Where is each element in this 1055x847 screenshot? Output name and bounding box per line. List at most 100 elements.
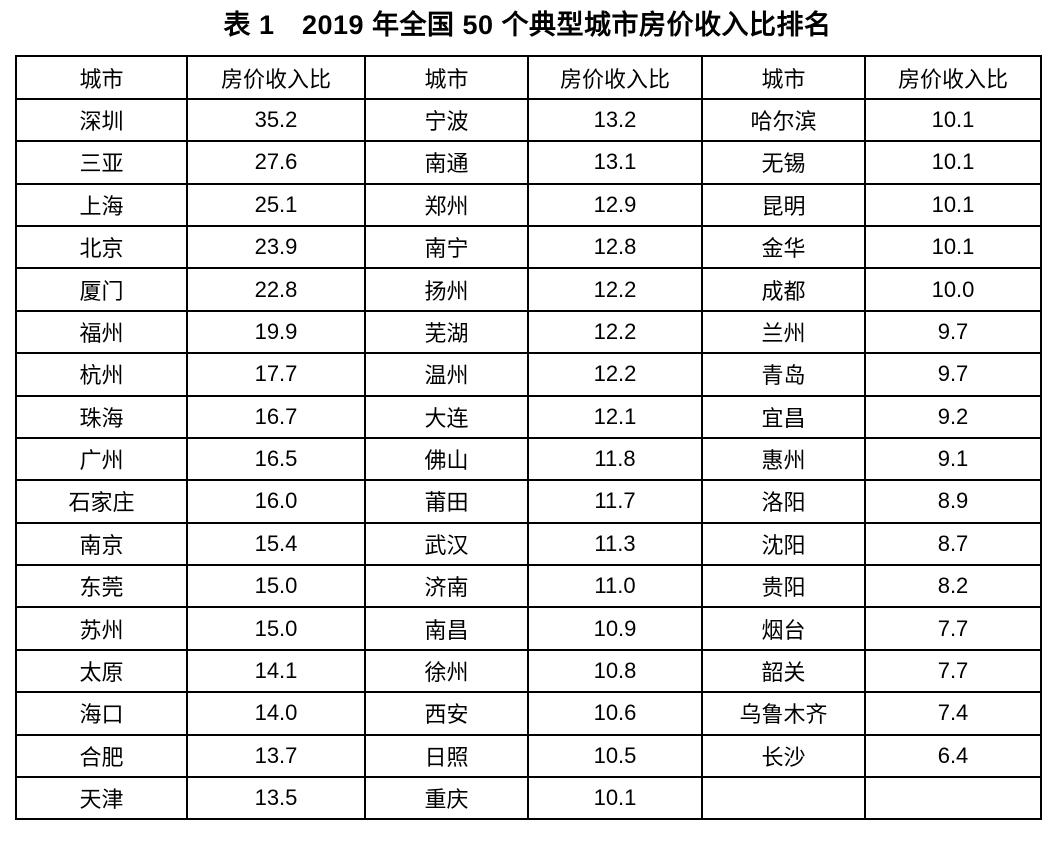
city-cell: 长沙 bbox=[701, 733, 866, 779]
ratio-cell: 14.0 bbox=[186, 691, 366, 736]
ratio-cell: 15.0 bbox=[186, 564, 366, 609]
ratio-cell: 13.1 bbox=[527, 140, 703, 185]
ratio-cell: 7.7 bbox=[864, 606, 1042, 651]
city-cell: 昆明 bbox=[701, 182, 866, 227]
ratio-cell: 9.7 bbox=[864, 352, 1042, 397]
city-cell: 南京 bbox=[15, 521, 188, 567]
ratio-cell: 9.7 bbox=[864, 309, 1042, 355]
city-cell: 哈尔滨 bbox=[701, 97, 866, 143]
city-cell: 沈阳 bbox=[701, 521, 866, 567]
city-cell: 珠海 bbox=[15, 394, 188, 439]
city-cell: 大连 bbox=[364, 394, 529, 439]
ratio-cell: 9.2 bbox=[864, 394, 1042, 439]
table-row: 厦门 22.8 扬州 12.2 成都 10.0 bbox=[15, 267, 1042, 312]
city-cell: 重庆 bbox=[364, 776, 529, 821]
ratio-cell: 15.4 bbox=[186, 521, 366, 567]
ratio-cell: 10.5 bbox=[527, 733, 703, 779]
ratio-cell: 12.8 bbox=[527, 224, 703, 270]
city-cell: 宜昌 bbox=[701, 394, 866, 439]
ratio-cell: 12.9 bbox=[527, 182, 703, 227]
ratio-cell: 10.0 bbox=[864, 267, 1042, 312]
ratio-column-header: 房价收入比 bbox=[527, 55, 703, 100]
ratio-cell: 25.1 bbox=[186, 182, 366, 227]
table-row: 上海 25.1 郑州 12.9 昆明 10.1 bbox=[15, 182, 1042, 227]
city-cell: 武汉 bbox=[364, 521, 529, 567]
ratio-cell: 11.7 bbox=[527, 479, 703, 524]
ratio-cell: 8.7 bbox=[864, 521, 1042, 567]
ratio-cell: 23.9 bbox=[186, 224, 366, 270]
ratio-cell: 11.0 bbox=[527, 564, 703, 609]
table-row: 太原 14.1 徐州 10.8 韶关 7.7 bbox=[15, 648, 1042, 694]
city-cell: 徐州 bbox=[364, 648, 529, 694]
city-cell: 惠州 bbox=[701, 436, 866, 482]
table-row: 珠海 16.7 大连 12.1 宜昌 9.2 bbox=[15, 394, 1042, 439]
ratio-cell: 10.8 bbox=[527, 648, 703, 694]
ratio-cell: 17.7 bbox=[186, 352, 366, 397]
city-cell: 海口 bbox=[15, 691, 188, 736]
city-cell: 深圳 bbox=[15, 97, 188, 143]
ratio-cell: 15.0 bbox=[186, 606, 366, 651]
ratio-cell: 16.0 bbox=[186, 479, 366, 524]
ratio-cell: 6.4 bbox=[864, 733, 1042, 779]
ratio-cell: 8.9 bbox=[864, 479, 1042, 524]
ratio-cell: 11.3 bbox=[527, 521, 703, 567]
table-row: 杭州 17.7 温州 12.2 青岛 9.7 bbox=[15, 352, 1042, 397]
city-cell: 温州 bbox=[364, 352, 529, 397]
table-row: 天津 13.5 重庆 10.1 bbox=[15, 776, 1042, 821]
city-cell: 北京 bbox=[15, 224, 188, 270]
ratio-cell: 22.8 bbox=[186, 267, 366, 312]
ratio-cell: 12.2 bbox=[527, 352, 703, 397]
city-cell: 贵阳 bbox=[701, 564, 866, 609]
table-row: 海口 14.0 西安 10.6 乌鲁木齐 7.4 bbox=[15, 691, 1042, 736]
city-cell: 福州 bbox=[15, 309, 188, 355]
city-cell bbox=[701, 776, 866, 821]
city-cell: 烟台 bbox=[701, 606, 866, 651]
ratio-cell: 10.1 bbox=[864, 182, 1042, 227]
ratio-cell: 12.1 bbox=[527, 394, 703, 439]
ratio-cell: 12.2 bbox=[527, 267, 703, 312]
table-body: 深圳 35.2 宁波 13.2 哈尔滨 10.1 三亚 27.6 南通 13.1 无锡 10.1 上海 2… bbox=[15, 97, 1042, 821]
price-income-ratio-table: 城市 房价收入比 城市 房价收入比 城市 房价收入比 深圳 35.2 宁波 13.2 哈尔滨 10.… bbox=[15, 55, 1042, 821]
ratio-cell: 16.7 bbox=[186, 394, 366, 439]
header-row: 城市 房价收入比 城市 房价收入比 城市 房价收入比 bbox=[15, 55, 1042, 100]
city-cell: 成都 bbox=[701, 267, 866, 312]
city-column-header: 城市 bbox=[15, 55, 188, 100]
ratio-cell: 13.2 bbox=[527, 97, 703, 143]
table-row: 福州 19.9 芜湖 12.2 兰州 9.7 bbox=[15, 309, 1042, 355]
ratio-cell: 7.4 bbox=[864, 691, 1042, 736]
ratio-cell: 14.1 bbox=[186, 648, 366, 694]
city-cell: 济南 bbox=[364, 564, 529, 609]
city-cell: 天津 bbox=[15, 776, 188, 821]
table-row: 石家庄 16.0 莆田 11.7 洛阳 8.9 bbox=[15, 479, 1042, 524]
ratio-cell: 10.9 bbox=[527, 606, 703, 651]
ratio-cell: 10.1 bbox=[864, 224, 1042, 270]
city-cell: 郑州 bbox=[364, 182, 529, 227]
city-cell: 韶关 bbox=[701, 648, 866, 694]
city-cell: 南昌 bbox=[364, 606, 529, 651]
city-cell: 杭州 bbox=[15, 352, 188, 397]
ratio-cell: 19.9 bbox=[186, 309, 366, 355]
city-cell: 广州 bbox=[15, 436, 188, 482]
ratio-cell: 12.2 bbox=[527, 309, 703, 355]
ratio-cell: 10.1 bbox=[527, 776, 703, 821]
ratio-cell: 10.1 bbox=[864, 97, 1042, 143]
table-caption: 表 1 2019 年全国 50 个典型城市房价收入比排名 bbox=[223, 10, 832, 40]
city-cell: 青岛 bbox=[701, 352, 866, 397]
ratio-cell: 13.5 bbox=[186, 776, 366, 821]
city-cell: 南通 bbox=[364, 140, 529, 185]
city-cell: 乌鲁木齐 bbox=[701, 691, 866, 736]
ratio-cell: 9.1 bbox=[864, 436, 1042, 482]
city-cell: 金华 bbox=[701, 224, 866, 270]
city-cell: 兰州 bbox=[701, 309, 866, 355]
table-row: 苏州 15.0 南昌 10.9 烟台 7.7 bbox=[15, 606, 1042, 651]
ratio-cell: 13.7 bbox=[186, 733, 366, 779]
ratio-cell: 10.1 bbox=[864, 140, 1042, 185]
city-cell: 西安 bbox=[364, 691, 529, 736]
ratio-cell: 27.6 bbox=[186, 140, 366, 185]
city-cell: 太原 bbox=[15, 648, 188, 694]
table-row: 合肥 13.7 日照 10.5 长沙 6.4 bbox=[15, 733, 1042, 779]
ratio-column-header: 房价收入比 bbox=[864, 55, 1042, 100]
city-column-header: 城市 bbox=[364, 55, 529, 100]
city-cell: 合肥 bbox=[15, 733, 188, 779]
city-cell: 洛阳 bbox=[701, 479, 866, 524]
